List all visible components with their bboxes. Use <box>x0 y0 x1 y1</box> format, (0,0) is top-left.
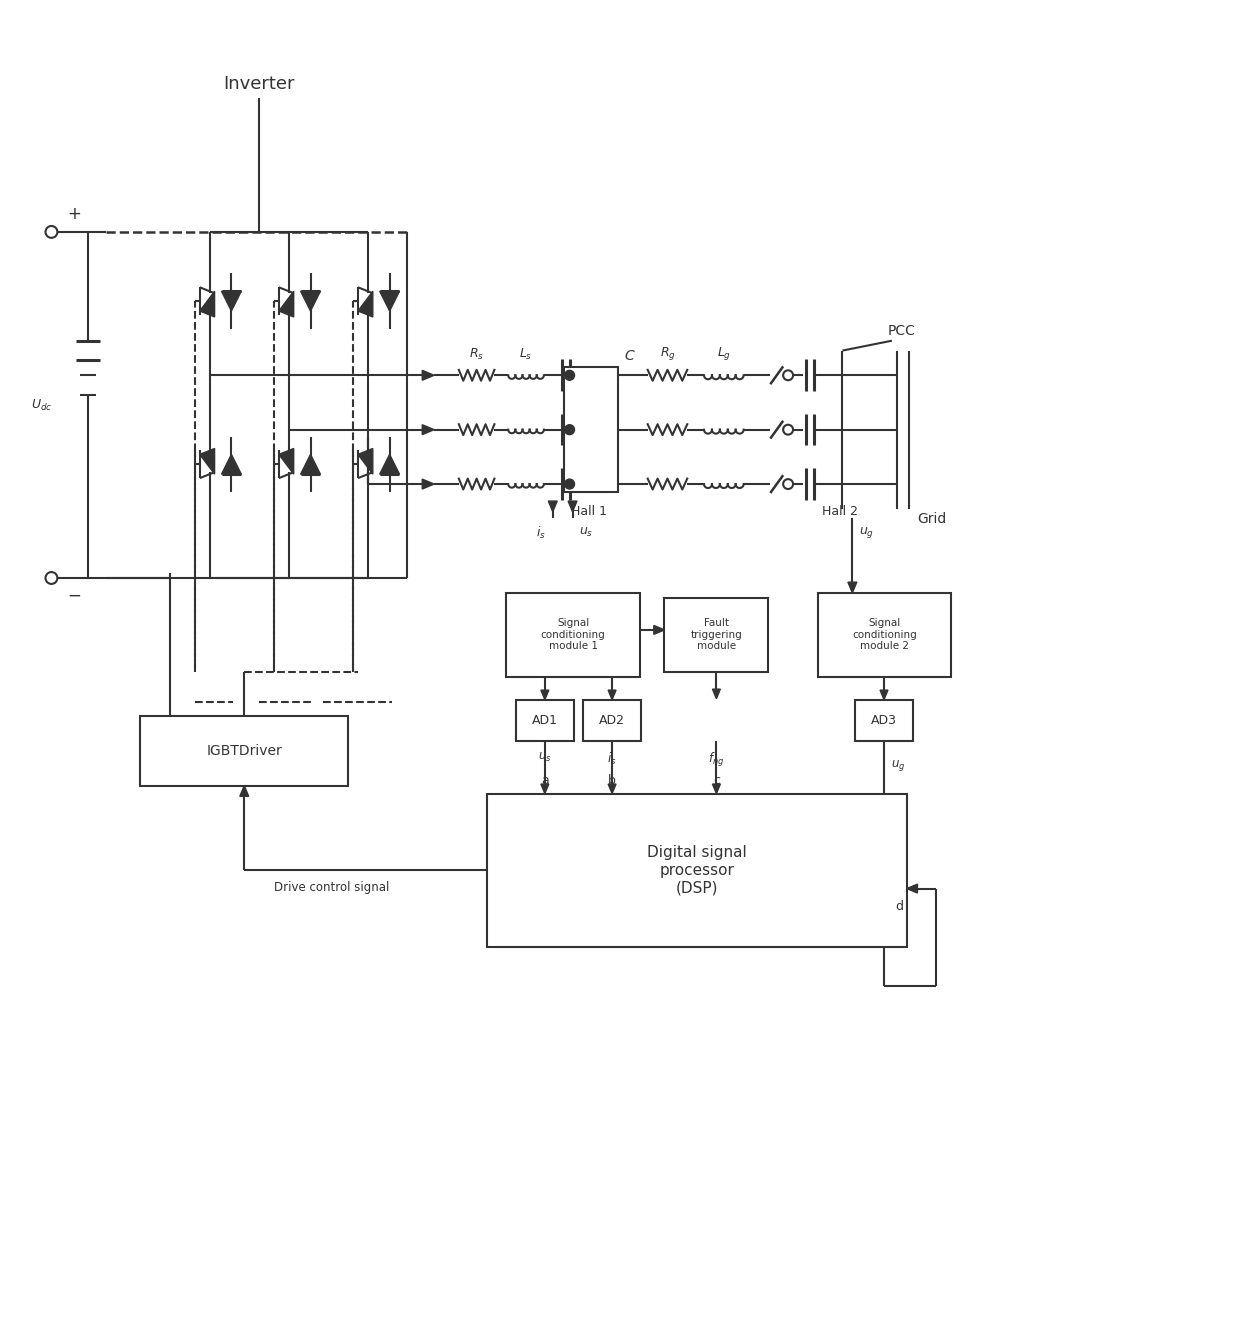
Polygon shape <box>548 501 557 511</box>
Polygon shape <box>608 690 616 699</box>
Text: $U_{dc}$: $U_{dc}$ <box>31 397 52 413</box>
Text: b: b <box>608 774 616 787</box>
Text: $L_s$: $L_s$ <box>520 348 533 362</box>
Text: AD1: AD1 <box>532 714 558 727</box>
Text: Inverter: Inverter <box>223 75 295 93</box>
Text: $f_{ng}$: $f_{ng}$ <box>708 751 724 769</box>
Polygon shape <box>568 501 577 511</box>
Polygon shape <box>713 785 720 794</box>
Polygon shape <box>279 449 294 474</box>
Polygon shape <box>358 292 373 317</box>
Polygon shape <box>358 449 373 474</box>
Polygon shape <box>423 370 434 380</box>
Text: Hall 2: Hall 2 <box>822 505 858 518</box>
Text: +: + <box>67 205 81 224</box>
Text: −: − <box>67 587 81 605</box>
Text: $i_s$: $i_s$ <box>608 751 616 767</box>
Text: Fault
triggering
module: Fault triggering module <box>691 618 743 651</box>
Circle shape <box>564 425 574 434</box>
Text: d: d <box>895 900 903 912</box>
Bar <box>486 794 906 947</box>
Polygon shape <box>423 480 434 489</box>
Bar <box>516 699 574 741</box>
Polygon shape <box>300 292 320 310</box>
Text: Grid: Grid <box>916 511 946 526</box>
Circle shape <box>564 480 574 489</box>
Bar <box>564 368 618 492</box>
Text: a: a <box>541 774 549 787</box>
Text: $u_s$: $u_s$ <box>579 526 594 539</box>
Bar <box>506 593 640 677</box>
Polygon shape <box>379 292 399 310</box>
Text: c: c <box>713 774 720 787</box>
Polygon shape <box>608 785 616 794</box>
Polygon shape <box>423 425 434 434</box>
Text: $u_s$: $u_s$ <box>538 751 552 765</box>
Text: Signal
conditioning
module 1: Signal conditioning module 1 <box>541 618 605 651</box>
Polygon shape <box>222 454 242 474</box>
Polygon shape <box>848 582 857 593</box>
Text: $i_s$: $i_s$ <box>536 525 546 541</box>
Bar <box>665 598 769 671</box>
Text: AD3: AD3 <box>870 714 897 727</box>
Polygon shape <box>653 626 665 634</box>
Text: Drive control signal: Drive control signal <box>274 882 389 895</box>
Text: Digital signal
processor
(DSP): Digital signal processor (DSP) <box>647 846 746 895</box>
Text: PCC: PCC <box>888 324 916 338</box>
Polygon shape <box>279 292 294 317</box>
Polygon shape <box>541 690 549 699</box>
Bar <box>856 699 913 741</box>
Polygon shape <box>379 454 399 474</box>
Text: $u_g$: $u_g$ <box>859 525 874 539</box>
Polygon shape <box>906 884 918 892</box>
Text: $R_g$: $R_g$ <box>660 345 676 362</box>
Polygon shape <box>200 449 215 474</box>
Text: $C$: $C$ <box>624 349 636 362</box>
Bar <box>140 717 348 786</box>
Text: Signal
conditioning
module 2: Signal conditioning module 2 <box>852 618 916 651</box>
Text: Hall 1: Hall 1 <box>570 505 606 518</box>
Polygon shape <box>222 292 242 310</box>
Polygon shape <box>713 689 720 698</box>
Polygon shape <box>300 454 320 474</box>
Polygon shape <box>541 785 549 794</box>
Bar <box>817 593 951 677</box>
Polygon shape <box>200 292 215 317</box>
Text: $L_g$: $L_g$ <box>717 345 730 362</box>
Polygon shape <box>880 690 888 699</box>
Bar <box>583 699 641 741</box>
Polygon shape <box>239 786 249 797</box>
Text: IGBTDriver: IGBTDriver <box>206 745 283 758</box>
Text: $u_g$: $u_g$ <box>890 758 905 774</box>
Text: $R_s$: $R_s$ <box>469 348 484 362</box>
Circle shape <box>564 370 574 380</box>
Text: AD2: AD2 <box>599 714 625 727</box>
